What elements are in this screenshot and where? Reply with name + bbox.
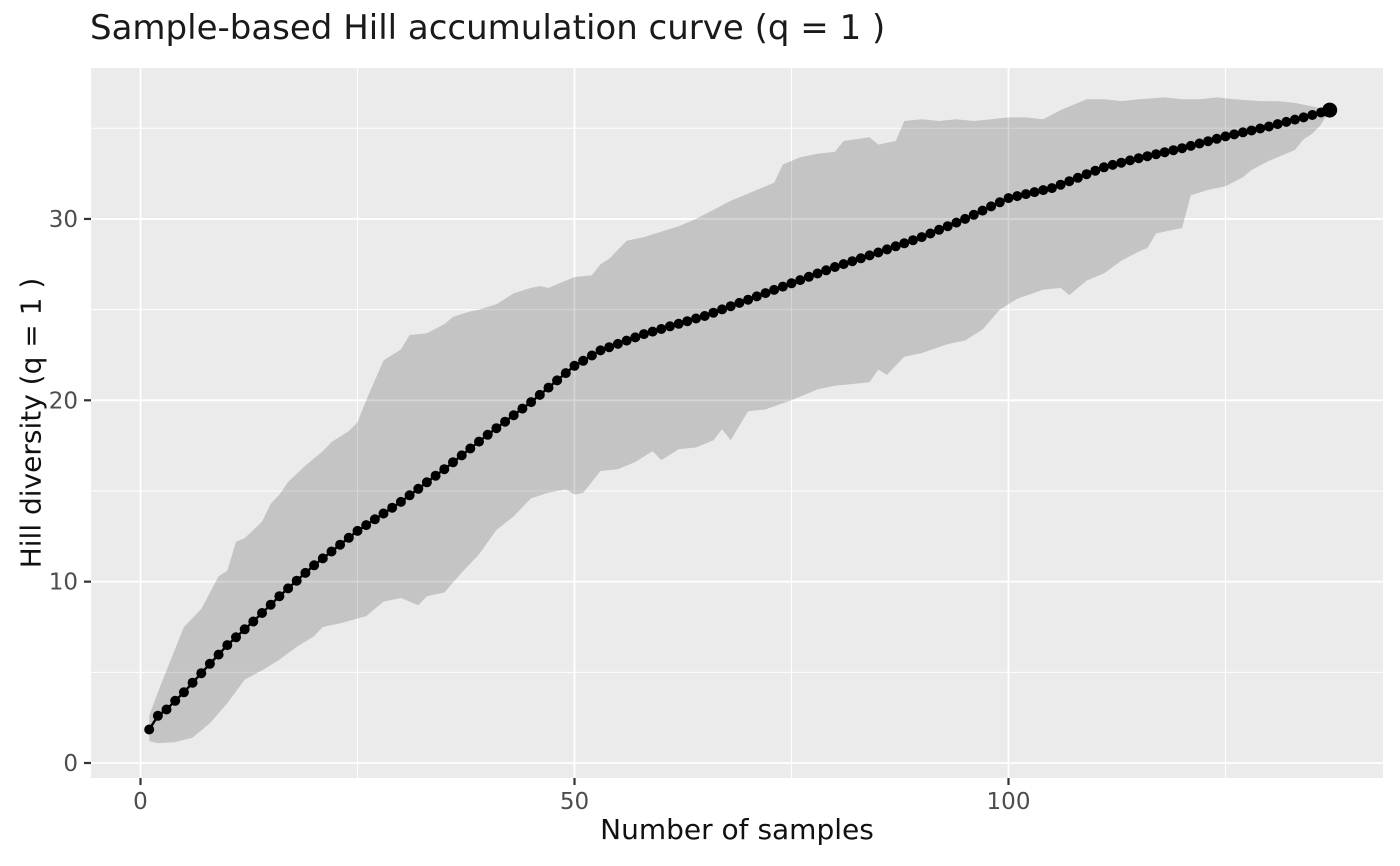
y-tick-labels: 0 10 20 30	[49, 207, 78, 777]
y-tick-label: 0	[63, 751, 78, 777]
y-tick-label: 10	[49, 570, 78, 596]
plot-title: Sample-based Hill accumulation curve (q …	[90, 8, 886, 48]
y-tick-label: 30	[49, 207, 78, 233]
x-tick-label: 0	[133, 789, 148, 815]
major-gridlines	[91, 68, 1383, 778]
endpoint-marker	[1322, 102, 1338, 118]
x-axis-title: Number of samples	[600, 813, 874, 846]
panel-background	[91, 68, 1383, 778]
x-tick-label: 100	[987, 789, 1031, 815]
y-tick-label: 20	[49, 388, 78, 414]
x-tick-label: 50	[560, 789, 589, 815]
y-axis-title: Hill diversity (q = 1 )	[14, 277, 48, 569]
minor-gridlines	[91, 68, 1383, 778]
axis-tick-marks	[84, 217, 1010, 785]
accumulation-points	[144, 105, 1335, 735]
x-tick-labels: 0 50 100	[133, 789, 1030, 815]
confidence-ribbon	[149, 97, 1330, 744]
